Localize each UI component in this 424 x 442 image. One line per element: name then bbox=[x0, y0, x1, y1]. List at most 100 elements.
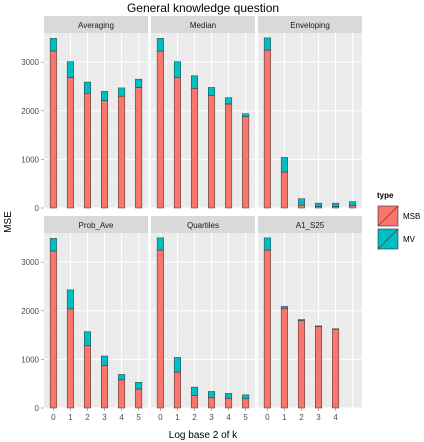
bar-mv bbox=[297, 198, 305, 206]
x-tick-label: 0 bbox=[158, 413, 163, 422]
bar-msb bbox=[332, 329, 340, 409]
plot-background bbox=[151, 233, 255, 408]
bar-msb bbox=[225, 398, 233, 409]
bar-mv bbox=[242, 113, 250, 117]
bar-msb bbox=[263, 49, 271, 209]
bar-mv bbox=[332, 202, 340, 207]
bar-msb bbox=[49, 50, 57, 209]
legend-swatch-slash bbox=[377, 228, 399, 250]
bar-mv bbox=[49, 238, 57, 252]
y-tick-label: 1000 bbox=[21, 155, 39, 164]
facet-strip-label: Averaging bbox=[78, 21, 114, 30]
bar-mv bbox=[225, 97, 233, 105]
x-tick-label: 1 bbox=[282, 413, 287, 422]
bar-mv bbox=[118, 87, 126, 97]
facet-strip bbox=[258, 216, 362, 233]
x-tick-label: 2 bbox=[85, 413, 90, 422]
bar-msb bbox=[190, 88, 198, 209]
bar-mv bbox=[83, 81, 91, 94]
facet-strip bbox=[44, 16, 148, 33]
facet-strip-label: Median bbox=[190, 21, 216, 30]
bar-mv bbox=[118, 374, 126, 381]
y-tick-label: 3000 bbox=[21, 58, 39, 67]
bar-mv bbox=[263, 237, 271, 251]
facet-strip-label: A1_S25 bbox=[296, 221, 325, 230]
facet-strip-label: Prob_Ave bbox=[79, 221, 115, 230]
bar-msb bbox=[135, 87, 143, 209]
bar-msb bbox=[173, 371, 181, 409]
bar-mv bbox=[156, 237, 164, 251]
x-tick-label: 4 bbox=[226, 413, 231, 422]
legend: type MSB MV bbox=[376, 191, 420, 251]
facet-panel-median: Median bbox=[151, 16, 255, 209]
bar-mv bbox=[190, 75, 198, 89]
legend-title: type bbox=[377, 191, 394, 200]
bar-msb bbox=[173, 77, 181, 209]
bar-mv bbox=[280, 306, 288, 309]
bar-mv bbox=[66, 289, 74, 310]
bar-msb bbox=[66, 308, 74, 409]
facet-panel-enveloping: Enveloping bbox=[258, 16, 362, 209]
bar-msb bbox=[156, 249, 164, 409]
bar-mv bbox=[156, 38, 164, 52]
bar-mv bbox=[49, 38, 57, 52]
x-tick-label: 1 bbox=[175, 413, 180, 422]
bar-msb bbox=[83, 93, 91, 209]
bar-msb bbox=[263, 249, 271, 409]
x-tick-label: 0 bbox=[265, 413, 270, 422]
bar-msb bbox=[118, 379, 126, 409]
x-tick-label: 3 bbox=[209, 413, 214, 422]
facet-strip-label: Enveloping bbox=[290, 21, 330, 30]
legend-label: MSB bbox=[403, 212, 420, 221]
bar-mv bbox=[101, 355, 109, 366]
legend-swatch-slash bbox=[377, 205, 399, 227]
bar-msb bbox=[315, 326, 323, 409]
bar-msb bbox=[101, 100, 109, 209]
bar-mv bbox=[263, 37, 271, 51]
bar-mv bbox=[280, 157, 288, 173]
bar-msb bbox=[208, 397, 216, 409]
bar-msb bbox=[156, 50, 164, 209]
bar-msb bbox=[66, 77, 74, 209]
facet-panel-a1_s25: A1_S25 0 1 2 3 4 bbox=[258, 216, 362, 422]
legend-label: MV bbox=[403, 235, 416, 244]
facet-strip bbox=[258, 16, 362, 33]
bar-msb bbox=[242, 398, 250, 409]
bar-mv bbox=[190, 386, 198, 396]
facet-strip bbox=[44, 216, 148, 233]
facet-panel-quartiles: Quartiles 0 1 2 3 4 5 bbox=[151, 216, 255, 422]
x-tick-label: 5 bbox=[136, 413, 141, 422]
bar-mv bbox=[315, 202, 323, 207]
y-tick-label: 3000 bbox=[21, 258, 39, 267]
facet-panel-prob_ave: Prob_Ave 0 1 2 3 4 5 0 1000 2000 3000 bbox=[21, 216, 148, 422]
x-tick-label: 1 bbox=[68, 413, 73, 422]
bar-mv bbox=[66, 61, 74, 78]
facet-panel-averaging: Averaging 0 1000 2000 3000 bbox=[21, 16, 148, 213]
bar-msb bbox=[225, 103, 233, 209]
y-tick-label: 0 bbox=[35, 404, 40, 413]
facet-strip-label: Quartiles bbox=[187, 221, 219, 230]
x-tick-label: 4 bbox=[333, 413, 338, 422]
x-tick-label: 0 bbox=[51, 413, 56, 422]
bar-msb bbox=[280, 308, 288, 409]
plot-background bbox=[151, 33, 255, 208]
bar-mv bbox=[173, 61, 181, 78]
x-axis-label: Log base 2 of k bbox=[169, 430, 238, 441]
y-axis-label: MSE bbox=[3, 211, 14, 233]
y-tick-label: 1000 bbox=[21, 355, 39, 364]
y-tick-label: 2000 bbox=[21, 107, 39, 116]
x-tick-label: 4 bbox=[119, 413, 124, 422]
bar-mv bbox=[135, 381, 143, 390]
bar-mv bbox=[208, 87, 216, 96]
bar-mv bbox=[101, 91, 109, 101]
x-tick-label: 5 bbox=[243, 413, 248, 422]
bar-msb bbox=[49, 250, 57, 409]
x-tick-label: 2 bbox=[299, 413, 304, 422]
y-tick-label: 2000 bbox=[21, 307, 39, 316]
bar-msb bbox=[208, 95, 216, 209]
chart-title: General knowledge question bbox=[127, 1, 279, 15]
x-tick-label: 2 bbox=[192, 413, 197, 422]
x-tick-label: 3 bbox=[316, 413, 321, 422]
